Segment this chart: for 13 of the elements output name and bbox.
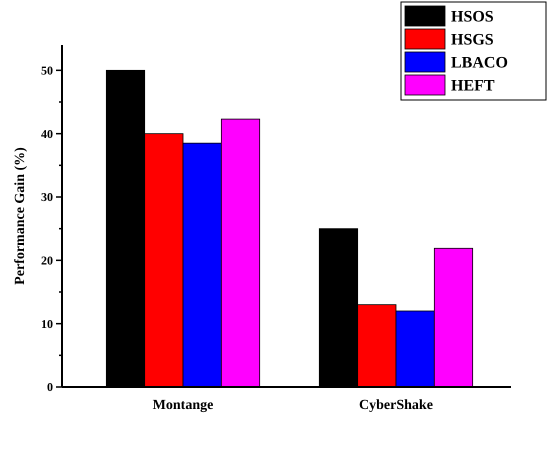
y-tick-label: 40 [41, 126, 53, 141]
legend-label: HSOS [451, 8, 494, 26]
y-tick-label: 20 [41, 254, 53, 268]
y-axis-title: Performance Gain (%) [13, 146, 28, 285]
legend-label: HEFT [451, 78, 495, 95]
y-tick-label: 30 [41, 190, 53, 204]
legend-label: HSGS [451, 32, 494, 49]
legend-label: LBACO [451, 54, 508, 72]
y-tick-label: 50 [41, 64, 53, 78]
x-tick-label: Montange [152, 398, 214, 413]
x-tick-label: CyberShake [359, 398, 433, 413]
y-tick-label: 10 [41, 316, 53, 331]
y-tick-label: 0 [47, 380, 53, 394]
